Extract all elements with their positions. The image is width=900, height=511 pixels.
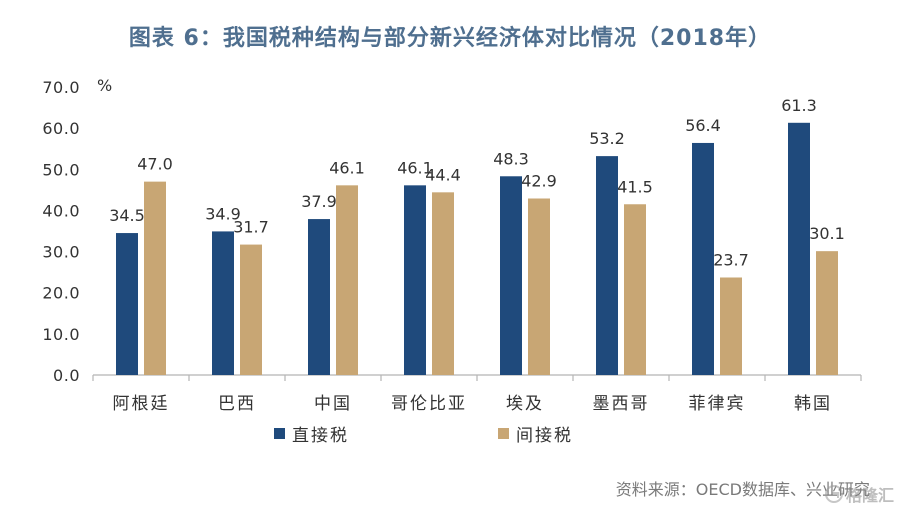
- data-label: 48.3: [493, 149, 529, 168]
- bar: [240, 244, 262, 375]
- bar: [432, 192, 454, 375]
- legend-item-indirect-tax: 间接税: [498, 422, 573, 446]
- y-tick-label: 70.0: [42, 78, 80, 97]
- data-label: 46.1: [329, 158, 365, 177]
- bars: [116, 122, 838, 376]
- category-label: 韩国: [794, 394, 832, 414]
- bar: [624, 204, 646, 375]
- y-tick-label: 20.0: [42, 284, 80, 303]
- bar: [788, 122, 810, 376]
- data-label: 44.4: [425, 165, 461, 184]
- data-label: 37.9: [301, 192, 337, 211]
- category-label: 巴西: [218, 394, 256, 414]
- category-label: 墨西哥: [593, 394, 650, 414]
- bar: [308, 219, 330, 375]
- data-label: 46.1: [397, 158, 433, 177]
- data-label: 34.9: [205, 204, 241, 223]
- data-label: 56.4: [685, 116, 721, 135]
- data-label: 61.3: [781, 96, 817, 115]
- data-label: 47.0: [137, 155, 173, 174]
- category-labels: 阿根廷 巴西 中国 哥伦比亚 埃及 墨西哥 菲律宾 韩国: [113, 394, 832, 414]
- data-label: 23.7: [713, 250, 749, 269]
- data-label: 42.9: [521, 171, 557, 190]
- bar: [596, 156, 618, 375]
- y-tick-label: 30.0: [42, 243, 80, 262]
- chart-title: 图表 6：我国税种结构与部分新兴经济体对比情况（2018年）: [128, 26, 772, 51]
- y-axis-unit-label: %: [97, 76, 112, 95]
- data-labels: 34.547.034.931.737.946.1 46.144.448.342.9…: [109, 96, 845, 270]
- category-label: 中国: [314, 394, 352, 414]
- bar: [212, 231, 234, 375]
- watermark-logo: 格隆汇: [824, 482, 894, 506]
- bar: [500, 176, 522, 375]
- bar: [116, 233, 138, 375]
- category-label: 菲律宾: [689, 394, 746, 414]
- y-axis-ticks: 0.0 10.0 20.0 30.0 40.0 50.0 60.0 70.0: [42, 78, 80, 385]
- y-tick-label: 40.0: [42, 201, 80, 220]
- data-label: 41.5: [617, 177, 653, 196]
- legend-swatch-indirect-tax: [498, 427, 509, 439]
- data-label: 53.2: [589, 129, 625, 148]
- bar: [144, 181, 166, 375]
- y-tick-label: 0.0: [53, 366, 80, 385]
- y-tick-label: 10.0: [42, 325, 80, 344]
- watermark-text: 格隆汇: [845, 486, 894, 505]
- bar: [816, 251, 838, 375]
- bar: [720, 277, 742, 375]
- data-label: 31.7: [233, 218, 269, 237]
- legend-item-direct-tax: 直接税: [274, 422, 349, 446]
- y-tick-label: 60.0: [42, 119, 80, 138]
- y-tick-label: 50.0: [42, 160, 80, 179]
- source-note: 资料来源：OECD数据库、兴业研究: [615, 480, 870, 499]
- bar: [336, 185, 358, 375]
- legend: 直接税 间接税: [0, 422, 900, 446]
- data-label: 34.5: [109, 206, 145, 225]
- legend-label-indirect-tax: 间接税: [516, 425, 573, 446]
- bar: [528, 198, 550, 375]
- x-axis: [92, 374, 862, 381]
- category-label: 阿根廷: [113, 394, 170, 414]
- category-label: 哥伦比亚: [391, 394, 467, 414]
- category-label: 埃及: [506, 394, 544, 414]
- legend-label-direct-tax: 直接税: [292, 425, 349, 446]
- watermark-logo-icon: [824, 485, 843, 503]
- bar: [692, 142, 714, 375]
- bar: [404, 185, 426, 375]
- data-label: 30.1: [809, 224, 845, 243]
- legend-swatch-direct-tax: [274, 427, 285, 439]
